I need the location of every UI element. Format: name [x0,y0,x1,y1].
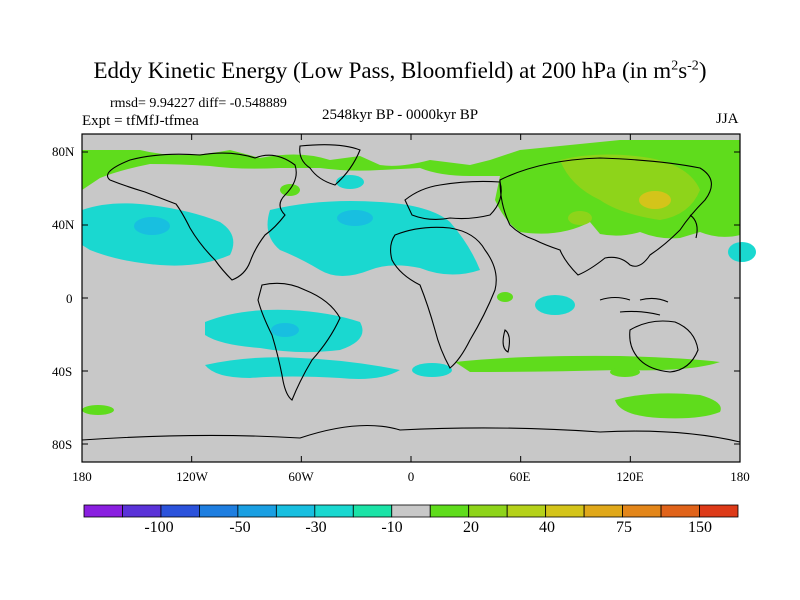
coastline-australia [629,320,699,373]
experiment-label: Expt = tfMfJ-tfmea [82,113,199,129]
colorbar-swatch [160,504,200,518]
x-tick-label: 60E [509,469,531,484]
colorbar-swatch [545,504,585,518]
colorbar-label: -30 [305,519,327,536]
coastline-japan [689,214,698,239]
colorbar-swatch [122,504,162,518]
colorbar-swatch [314,504,354,518]
colorbar-swatch [429,504,470,518]
coastline-indonesia [599,296,669,316]
colorbar-swatch [660,504,700,518]
colorbar-label: 75 [616,519,632,536]
colorbar [83,504,739,518]
x-tick-label: 180 [72,469,92,484]
cyan-anomaly-southern [205,357,400,379]
axis-ticks [81,134,741,462]
green-anomaly-spot [82,405,114,415]
season-label: JJA [716,111,739,127]
coastline-europe [404,180,502,221]
colorbar-swatch [468,504,508,518]
cyan-anomaly-spot [728,242,756,262]
colorbar-label: -50 [229,519,251,536]
green-anomaly-spot [497,292,513,302]
cyan-anomaly-north-atlantic [267,201,480,276]
coastline-north-america [106,152,297,281]
x-tick-label: 60W [288,469,314,484]
coastlines [81,144,741,443]
anomaly-field [82,140,756,419]
colorbar-swatch [83,504,123,518]
cyan-anomaly-spot [336,175,364,189]
colorbar-swatch [352,504,393,518]
green-anomaly-spot [610,367,640,377]
y-tick-label: 80S [52,437,73,452]
colorbar-swatch [275,504,316,518]
cyan-dark-anomaly-atlantic [337,210,373,226]
colorbar-label: 150 [688,519,712,536]
cyan-anomaly-spot [412,363,452,377]
period-label: 2548kyr BP - 0000kyr BP [322,107,479,123]
coastline-madagascar [502,329,511,353]
map-title: Eddy Kinetic Energy (Low Pass, Bloomfiel… [93,58,707,83]
coastline-greenland [299,144,361,186]
y-tick-label: 0 [66,291,73,306]
x-tick-label: 120E [616,469,644,484]
colorbar-label: 20 [463,519,479,536]
colorbar-swatch [699,504,739,518]
colorbar-swatch [583,504,623,518]
colorbar-swatch [622,504,662,518]
coastline-south-america [257,282,341,401]
y-tick-label: 40S [52,364,73,379]
cyan-anomaly-spot [535,295,575,315]
yellow-anomaly-core [639,191,671,209]
colorbar-swatch [199,504,239,518]
cyan-dark-anomaly-pacific [134,217,170,235]
coastline-antarctica [81,424,741,443]
coastline-asia [499,157,712,276]
coastline-africa [389,226,497,369]
cyan-dark-anomaly-south [271,323,299,337]
colorbar-swatch [391,504,431,518]
colorbar-label: -100 [144,519,174,536]
colorbar-swatch [237,504,277,518]
x-tick-label: 180 [730,469,750,484]
y-tick-label: 40N [52,217,75,232]
colorbar-label: -10 [381,519,403,536]
colorbar-label: 40 [539,519,555,536]
yellow-green-anomaly-small [568,211,592,225]
x-tick-label: 120W [176,469,208,484]
x-tick-label: 0 [407,469,415,484]
colorbar-swatch [506,504,547,518]
green-anomaly-south-pacific [615,393,721,419]
stats-text: rmsd= 9.94227 diff= -0.548889 [110,96,287,111]
y-tick-label: 80N [52,144,75,159]
